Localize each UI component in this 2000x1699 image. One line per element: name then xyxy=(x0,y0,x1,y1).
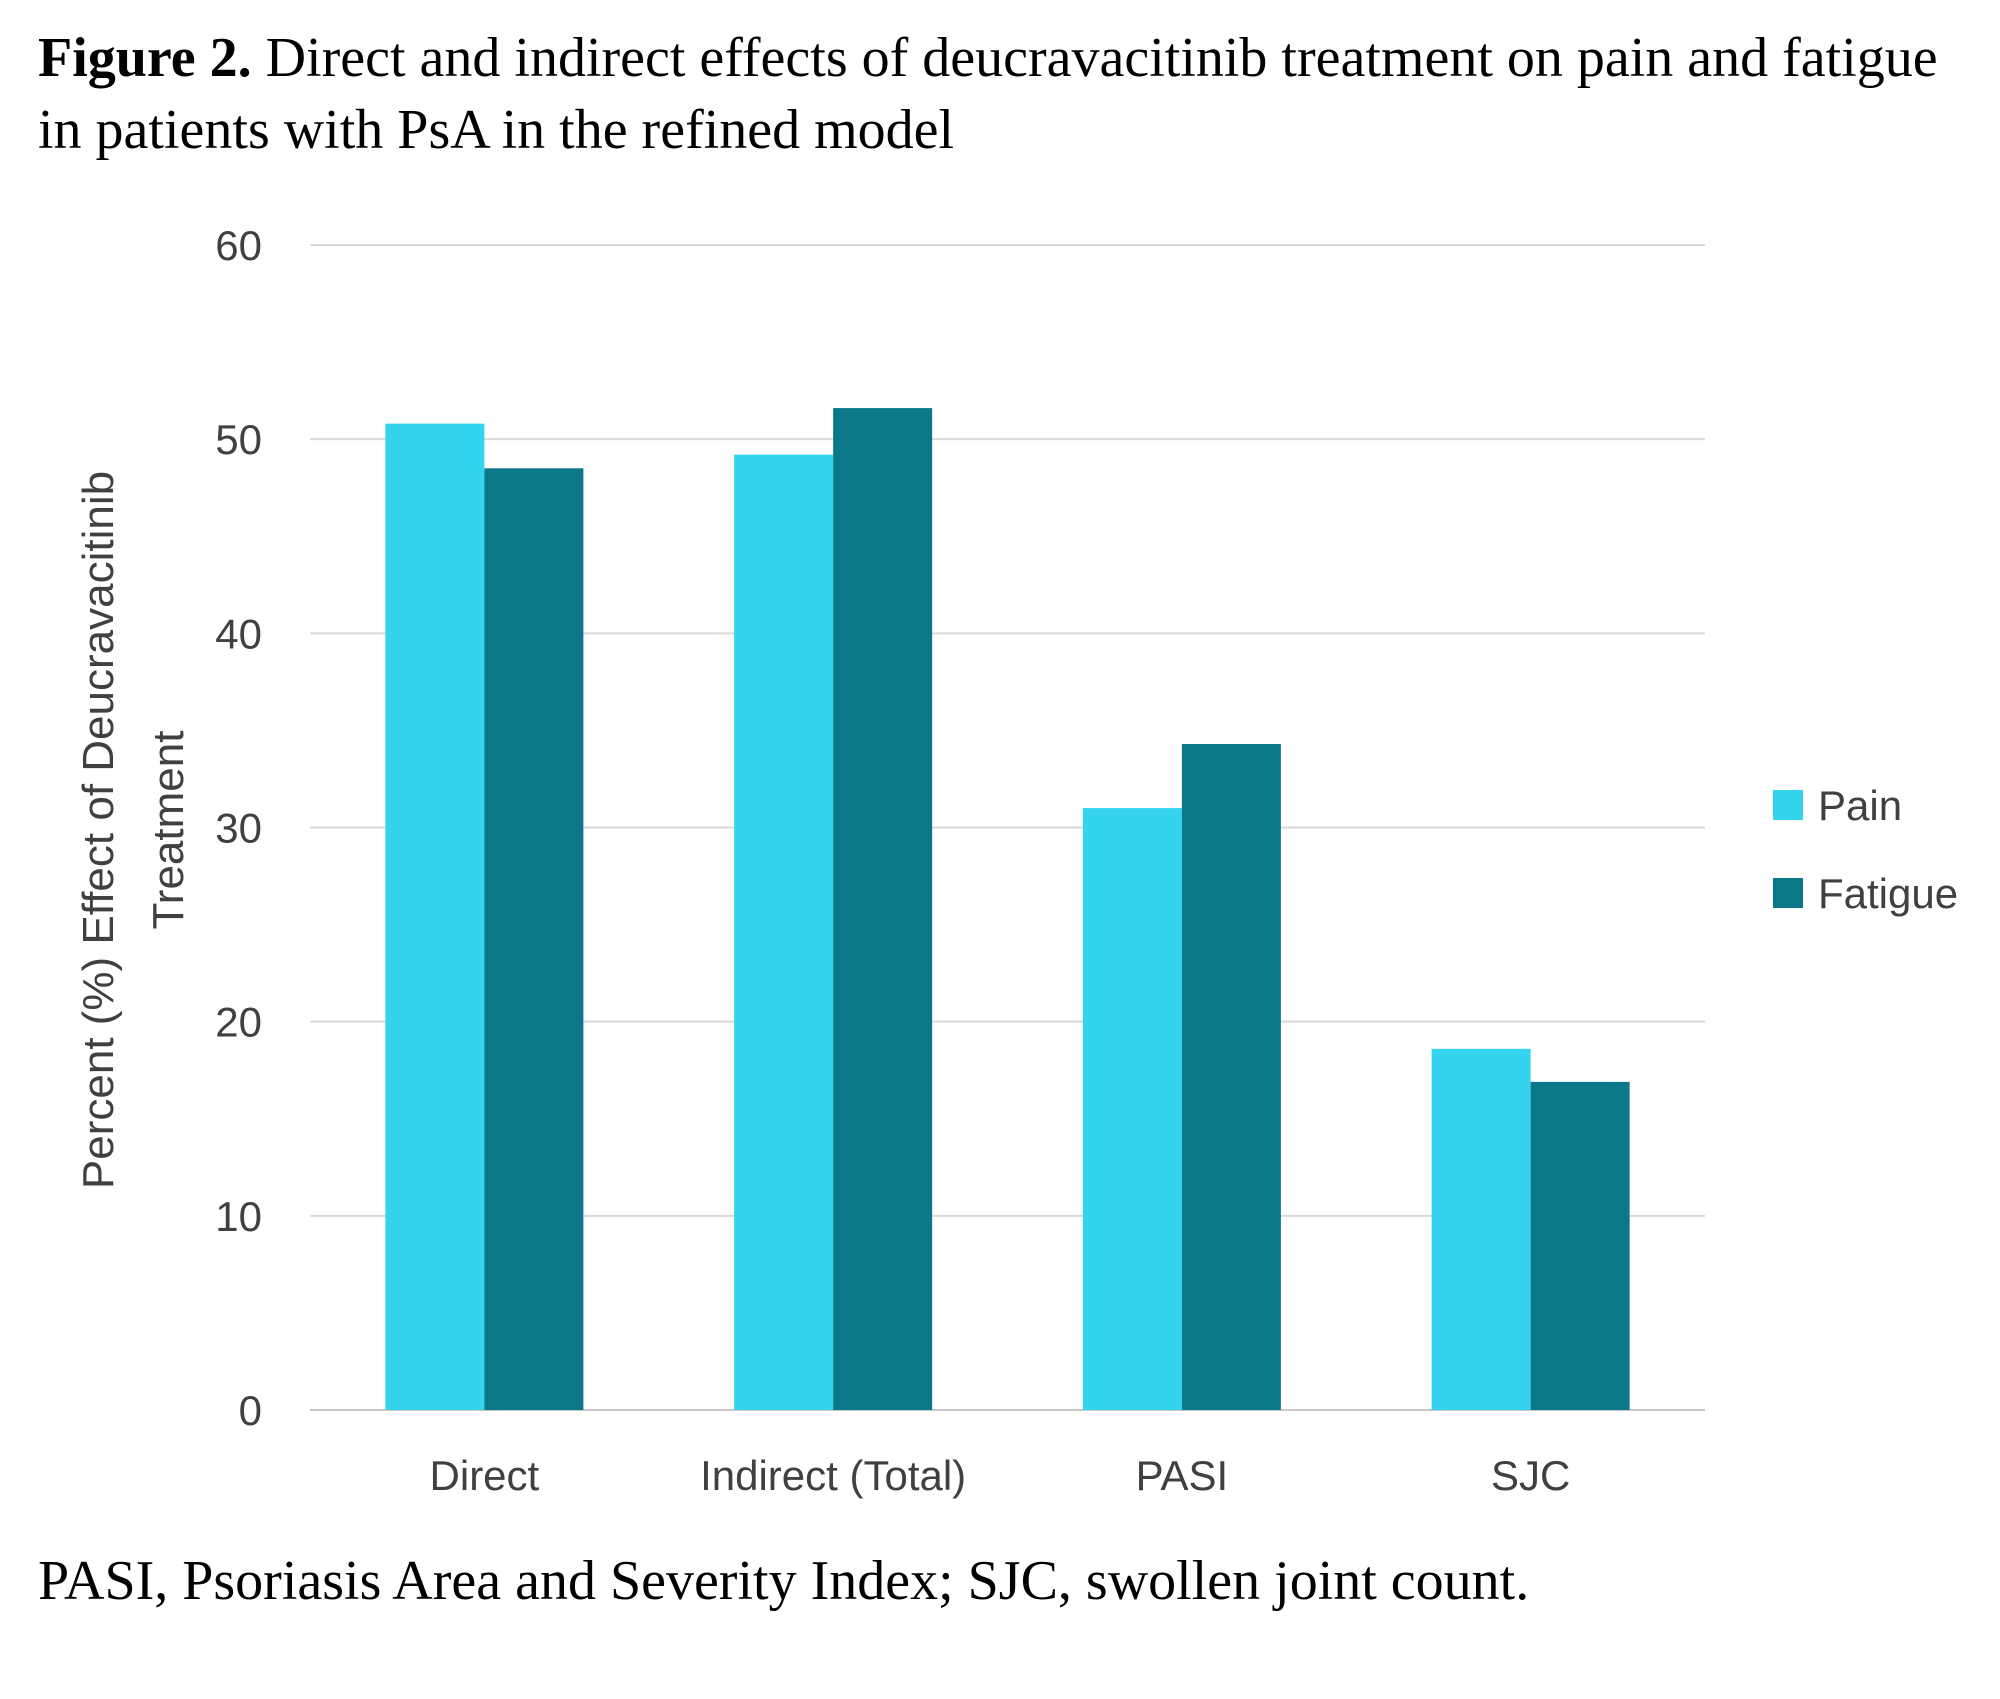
bar-pain-3 xyxy=(1431,1048,1531,1410)
y-axis-label-line1: Percent (%) Effect of Deucravacitinib xyxy=(74,471,123,1189)
bar-pain-2 xyxy=(1082,808,1182,1410)
x-category-label: Indirect (Total) xyxy=(700,1452,966,1499)
y-tick-label: 60 xyxy=(215,222,262,269)
legend-swatch-fatigue xyxy=(1773,878,1803,908)
y-tick-label: 20 xyxy=(215,999,262,1046)
bar-fatigue-0 xyxy=(484,468,584,1411)
x-category-label: PASI xyxy=(1136,1452,1229,1499)
figure-caption: Figure 2. Direct and indirect effects of… xyxy=(38,22,1968,166)
figure-footnote: PASI, Psoriasis Area and Severity Index;… xyxy=(38,1550,1530,1612)
legend: Pain Fatigue xyxy=(1773,782,1958,917)
bars xyxy=(385,408,1630,1411)
legend-label-fatigue: Fatigue xyxy=(1818,870,1958,917)
y-tick-label: 10 xyxy=(215,1193,262,1240)
y-axis-label: Percent (%) Effect of Deucravacitinib Tr… xyxy=(74,471,193,1189)
bar-chart: 0 10 20 30 40 50 60 Direct Indirect (Total) PASI… xyxy=(74,222,1958,1499)
bar-pain-0 xyxy=(385,423,485,1411)
legend-swatch-pain xyxy=(1773,790,1803,820)
y-tick-label: 0 xyxy=(239,1387,262,1434)
bar-fatigue-2 xyxy=(1181,744,1281,1410)
y-axis-ticks: 0 10 20 30 40 50 60 xyxy=(215,222,262,1434)
figure-label: Figure 2. xyxy=(38,27,252,89)
x-category-label: SJC xyxy=(1491,1452,1570,1499)
x-axis-categories: Direct Indirect (Total) PASI SJC xyxy=(430,1452,1571,1499)
bar-pain-1 xyxy=(734,454,834,1410)
legend-label-pain: Pain xyxy=(1818,782,1902,829)
figure-caption-text: Direct and indirect effects of deucravac… xyxy=(38,27,1938,161)
y-tick-label: 40 xyxy=(215,610,262,657)
bar-fatigue-1 xyxy=(833,408,933,1411)
y-axis-label-line2: Treatment xyxy=(144,731,193,930)
bar-fatigue-3 xyxy=(1530,1081,1630,1410)
y-tick-label: 50 xyxy=(215,416,262,463)
y-tick-label: 30 xyxy=(215,805,262,852)
x-category-label: Direct xyxy=(430,1452,540,1499)
